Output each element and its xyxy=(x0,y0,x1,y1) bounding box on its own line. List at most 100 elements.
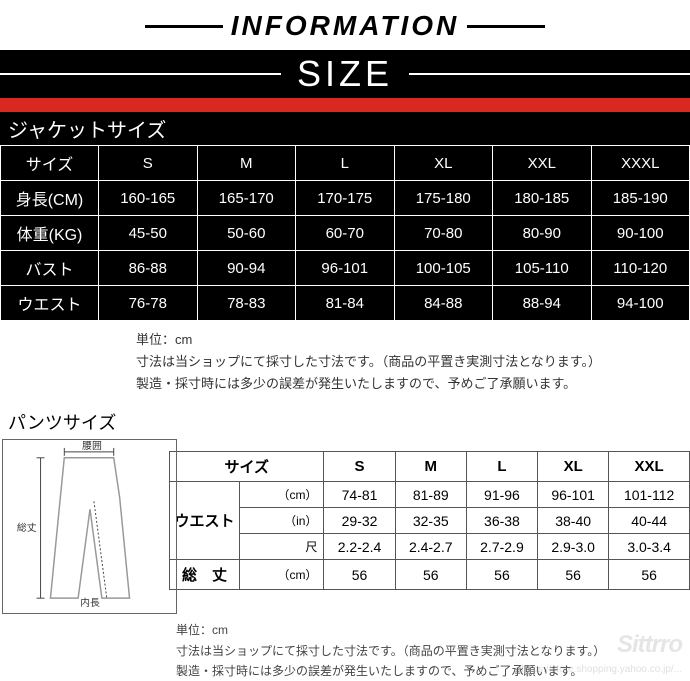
cell: 2.9-3.0 xyxy=(538,534,609,560)
unit-in: （in） xyxy=(240,508,324,534)
cell: 80-90 xyxy=(493,216,592,251)
cell: 165-170 xyxy=(197,181,296,216)
table-row: バスト 86-88 90-94 96-101 100-105 105-110 1… xyxy=(1,251,690,286)
pants-size-table: サイズ S M L XL XXL ウエスト （cm） 74-81 81-89 9… xyxy=(169,451,690,590)
cell: 29-32 xyxy=(324,508,395,534)
cell: 50-60 xyxy=(197,216,296,251)
cell: 45-50 xyxy=(99,216,198,251)
cell: 81-89 xyxy=(395,482,466,508)
size-heading-row: SIZE xyxy=(0,50,690,98)
table-row: 体重(KG) 45-50 50-60 60-70 70-80 80-90 90-… xyxy=(1,216,690,251)
cell: 94-100 xyxy=(591,286,690,321)
size-col: M xyxy=(395,452,466,482)
table-row: ウエスト （cm） 74-81 81-89 91-96 96-101 101-1… xyxy=(170,482,690,508)
jacket-size-label: ジャケットサイズ xyxy=(0,112,690,145)
table-row: 総 丈 （cm） 56 56 56 56 56 xyxy=(170,560,690,590)
size-heading-line-right xyxy=(409,73,690,75)
unit-cm: （cm） xyxy=(240,560,324,590)
size-col: L xyxy=(296,146,395,181)
unit-cm: （cm） xyxy=(240,482,324,508)
size-col: S xyxy=(324,452,395,482)
header-title: INFORMATION xyxy=(231,10,459,42)
cell: 40-44 xyxy=(609,508,690,534)
cell: 96-101 xyxy=(296,251,395,286)
cell: 100-105 xyxy=(394,251,493,286)
cell: 90-94 xyxy=(197,251,296,286)
cell: 84-88 xyxy=(394,286,493,321)
unit-notes-2: 単位：cm 寸法は当ショップにて採寸した寸法です。（商品の平置き実測寸法となりま… xyxy=(0,614,690,681)
unit-shaku: 尺 xyxy=(240,534,324,560)
waist-label: ウエスト xyxy=(170,482,240,560)
size-col: XXXL xyxy=(591,146,690,181)
red-bar xyxy=(0,98,690,112)
row-label: ウエスト xyxy=(1,286,99,321)
row-label: バスト xyxy=(1,251,99,286)
cell: 76-78 xyxy=(99,286,198,321)
size-block: SIZE ジャケットサイズ サイズ S M L XL XXL XXXL 身長(C… xyxy=(0,50,690,321)
table-header-row: サイズ S M L XL XXL xyxy=(170,452,690,482)
cell: 74-81 xyxy=(324,482,395,508)
cell: 81-84 xyxy=(296,286,395,321)
cell: 96-101 xyxy=(538,482,609,508)
table-row: （in） 29-32 32-35 36-38 38-40 40-44 xyxy=(170,508,690,534)
note-line: 寸法は当ショップにて採寸した寸法です。（商品の平置き実測寸法となります。） xyxy=(176,641,690,661)
cell: 56 xyxy=(609,560,690,590)
cell: 185-190 xyxy=(591,181,690,216)
note-line: 製造・採寸時には多少の誤差が発生いたしますので、予めご了承願います。 xyxy=(136,373,690,395)
unit-label: 単位：cm xyxy=(176,620,690,640)
cell: 160-165 xyxy=(99,181,198,216)
size-col: XXL xyxy=(493,146,592,181)
length-label: 総 丈 xyxy=(170,560,240,590)
size-col: L xyxy=(466,452,537,482)
cell: 110-120 xyxy=(591,251,690,286)
cell: 2.2-2.4 xyxy=(324,534,395,560)
pants-size-label: パンツサイズ xyxy=(0,405,690,439)
cell: 180-185 xyxy=(493,181,592,216)
unit-notes: 単位：cm 寸法は当ショップにて採寸した寸法です。（商品の平置き実測寸法となりま… xyxy=(0,321,690,405)
cell: 56 xyxy=(324,560,395,590)
cell: 91-96 xyxy=(466,482,537,508)
cell: 56 xyxy=(538,560,609,590)
cell: 32-35 xyxy=(395,508,466,534)
cell: 88-94 xyxy=(493,286,592,321)
cell: 36-38 xyxy=(466,508,537,534)
unit-label: 単位：cm xyxy=(136,329,690,351)
size-col: M xyxy=(197,146,296,181)
note-line: 製造・採寸時には多少の誤差が発生いたしますので、予めご了承願います。 xyxy=(176,661,690,681)
header-line-right xyxy=(467,25,545,28)
header-line-left xyxy=(145,25,223,28)
cell: 170-175 xyxy=(296,181,395,216)
cell: 2.4-2.7 xyxy=(395,534,466,560)
size-col: XL xyxy=(394,146,493,181)
table-row: ウエスト 76-78 78-83 81-84 84-88 88-94 94-10… xyxy=(1,286,690,321)
cell: 175-180 xyxy=(394,181,493,216)
cell: 70-80 xyxy=(394,216,493,251)
cell: 105-110 xyxy=(493,251,592,286)
row-label: 身長(CM) xyxy=(1,181,99,216)
size-col: XL xyxy=(538,452,609,482)
pants-diagram: 腰囲 総丈 内長 xyxy=(2,439,177,614)
diagram-inseam-label: 内長 xyxy=(80,596,100,609)
size-heading-text: SIZE xyxy=(281,53,409,95)
table-row: 尺 2.2-2.4 2.4-2.7 2.7-2.9 2.9-3.0 3.0-3.… xyxy=(170,534,690,560)
cell: 56 xyxy=(395,560,466,590)
cell: 3.0-3.4 xyxy=(609,534,690,560)
cell: 101-112 xyxy=(609,482,690,508)
jacket-size-table: サイズ S M L XL XXL XXXL 身長(CM) 160-165 165… xyxy=(0,145,690,321)
size-header-label: サイズ xyxy=(1,146,99,181)
diagram-waist-label: 腰囲 xyxy=(82,440,102,452)
diagram-length-label: 総丈 xyxy=(17,521,37,534)
cell: 90-100 xyxy=(591,216,690,251)
note-line: 寸法は当ショップにて採寸した寸法です。（商品の平置き実測寸法となります。） xyxy=(136,351,690,373)
cell: 2.7-2.9 xyxy=(466,534,537,560)
size-col: S xyxy=(99,146,198,181)
row-label: 体重(KG) xyxy=(1,216,99,251)
table-header-row: サイズ S M L XL XXL XXXL xyxy=(1,146,690,181)
cell: 78-83 xyxy=(197,286,296,321)
cell: 38-40 xyxy=(538,508,609,534)
information-header: INFORMATION xyxy=(0,0,690,50)
size-heading-line-left xyxy=(0,73,281,75)
pants-section: パンツサイズ 腰囲 総丈 内長 サイズ S M xyxy=(0,405,690,681)
table-row: 身長(CM) 160-165 165-170 170-175 175-180 1… xyxy=(1,181,690,216)
cell: 60-70 xyxy=(296,216,395,251)
